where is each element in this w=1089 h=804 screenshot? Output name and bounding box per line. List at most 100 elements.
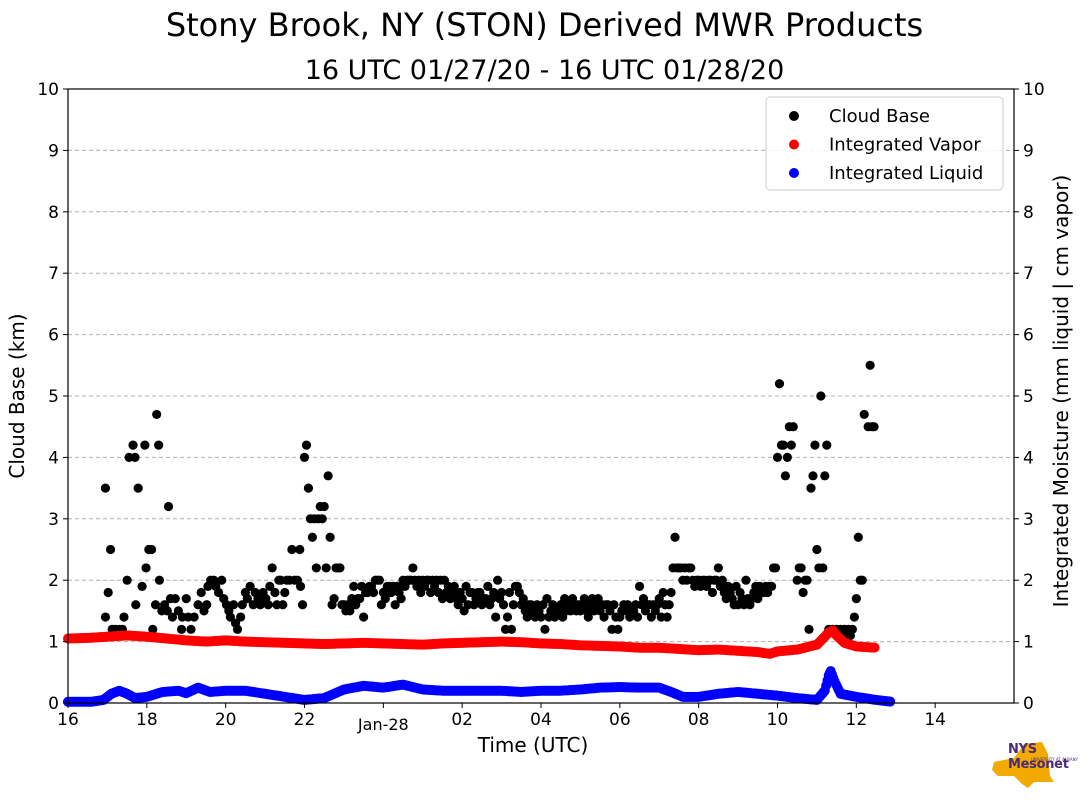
data-point-cloud-base <box>368 587 379 598</box>
x-tick-label: 20 <box>215 710 237 730</box>
data-point-cloud-base <box>167 612 178 622</box>
data-point-cloud-base <box>717 575 727 585</box>
data-point-cloud-base <box>508 600 519 610</box>
data-point-cloud-base <box>788 422 798 432</box>
y-tick-label: 0 <box>48 694 59 714</box>
data-point-cloud-base <box>634 581 645 591</box>
data-point-cloud-base <box>140 440 150 450</box>
data-point-cloud-base <box>522 612 532 622</box>
data-point-cloud-base <box>335 563 345 573</box>
data-point-cloud-base <box>225 612 235 622</box>
x-tick-label: 16 <box>57 710 79 730</box>
y-tick-label: 4 <box>48 448 59 468</box>
data-point-cloud-base <box>349 581 359 591</box>
data-point-cloud-base <box>857 575 867 585</box>
data-point-cloud-base <box>822 440 832 450</box>
data-point-cloud-base <box>686 563 696 573</box>
data-point-cloud-base <box>504 587 515 598</box>
data-point-cloud-base <box>506 624 517 634</box>
data-point-cloud-base <box>782 452 792 462</box>
data-point-cloud-base <box>851 594 861 604</box>
data-point-cloud-base <box>542 594 552 604</box>
data-point-cloud-base <box>658 587 668 598</box>
x-tick-label: 02 <box>451 710 473 730</box>
x-tick-label: 06 <box>609 710 631 730</box>
data-point-cloud-base <box>163 501 174 512</box>
legend-box <box>765 96 1004 191</box>
data-point-cloud-base <box>100 612 111 622</box>
data-point-cloud-base <box>355 594 365 604</box>
logo-text: NYS Mesonet <box>1008 742 1069 772</box>
data-point-cloud-base <box>380 594 390 604</box>
x-tick-label: 14 <box>924 710 946 730</box>
y-right-tick-label: 8 <box>1023 203 1034 223</box>
data-point-cloud-base <box>299 452 310 462</box>
data-point-cloud-base <box>670 532 680 542</box>
data-point-cloud-base <box>662 612 672 622</box>
legend-label: Integrated Vapor <box>829 135 981 156</box>
data-point-cloud-base <box>311 563 321 573</box>
data-point-cloud-base <box>213 587 224 598</box>
data-point-cloud-base <box>396 594 406 604</box>
data-point-cloud-base <box>295 544 305 555</box>
data-point-cloud-base <box>632 612 643 622</box>
logo-subtext: UNIVERSITY AT ALBANY <box>1031 757 1079 762</box>
data-point-cloud-base <box>345 606 355 616</box>
data-point-cloud-base <box>869 422 879 432</box>
data-point-cloud-base <box>193 600 203 610</box>
data-point-cloud-base <box>146 544 157 555</box>
data-point-cloud-base <box>196 587 206 598</box>
data-point-cloud-base <box>105 544 116 555</box>
data-point-cloud-base <box>359 612 369 622</box>
y-tick-label: 2 <box>48 571 59 591</box>
data-point-cloud-base <box>808 471 818 481</box>
y-tick-label: 8 <box>48 203 59 223</box>
data-point-cloud-base <box>236 612 246 622</box>
legend-label: Integrated Liquid <box>829 163 983 184</box>
data-point-cloud-base <box>303 483 314 493</box>
y-tick-label: 6 <box>48 326 59 346</box>
data-point-cloud-base <box>792 575 802 585</box>
data-point-cloud-base <box>802 575 812 585</box>
data-point-cloud-base <box>613 624 623 634</box>
data-point-cloud-base <box>154 440 164 450</box>
data-point-cloud-base <box>806 483 816 493</box>
data-point-cloud-base <box>130 452 140 462</box>
y-right-tick-label: 3 <box>1023 510 1034 530</box>
data-point-cloud-base <box>491 612 501 622</box>
data-point-cloud-base <box>232 624 243 634</box>
data-point-cloud-base <box>518 594 528 604</box>
data-point-cloud-base <box>818 563 828 573</box>
data-point-cloud-base <box>810 440 820 450</box>
data-point-cloud-base <box>390 600 400 610</box>
data-point-cloud-base <box>189 612 199 622</box>
legend-label: Cloud Base <box>829 106 930 127</box>
x-axis-label: Time (UTC) <box>477 733 589 757</box>
x-tick-label: 12 <box>846 710 868 730</box>
data-point-cloud-base <box>798 587 808 598</box>
x-tick-label: Jan-28 <box>357 715 409 734</box>
data-point-cloud-base <box>796 563 806 573</box>
data-point-cloud-base <box>770 563 781 573</box>
data-point-cloud-base <box>267 563 277 573</box>
data-point-integrated-vapor <box>869 642 880 653</box>
data-point-cloud-base <box>778 440 789 450</box>
data-point-cloud-base <box>280 587 290 598</box>
data-point-cloud-base <box>449 581 459 591</box>
data-point-cloud-base <box>154 575 165 585</box>
data-point-cloud-base <box>133 483 143 493</box>
data-point-cloud-base <box>278 600 288 610</box>
data-point-cloud-base <box>812 544 822 555</box>
data-point-cloud-base <box>321 563 331 573</box>
y-tick-label: 9 <box>48 141 59 161</box>
data-point-cloud-base <box>766 581 777 591</box>
data-point-cloud-base <box>295 581 306 591</box>
data-point-cloud-base <box>329 594 339 604</box>
data-point-cloud-base <box>583 612 593 622</box>
data-point-cloud-base <box>707 587 718 598</box>
data-point-cloud-base <box>325 532 335 542</box>
x-tick-label: 08 <box>688 710 710 730</box>
data-point-cloud-base <box>609 600 619 610</box>
legend-marker <box>789 139 799 150</box>
data-point-cloud-base <box>865 360 875 370</box>
